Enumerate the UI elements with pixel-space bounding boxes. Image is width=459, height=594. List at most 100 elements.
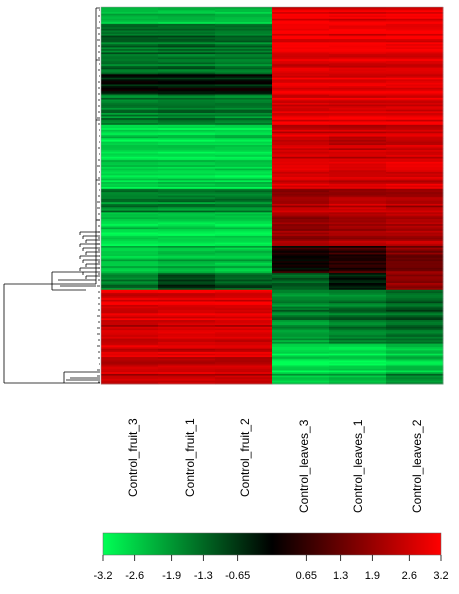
heatmap-cell [101, 175, 159, 178]
heatmap-cell [158, 232, 216, 235]
heatmap-cell [101, 325, 159, 328]
heatmap-cell [215, 141, 273, 144]
heatmap-cell [329, 121, 387, 124]
heatmap-cell [329, 320, 387, 323]
heatmap-cell [386, 22, 444, 25]
heatmap-cell [215, 266, 273, 269]
heatmap-cell [101, 178, 159, 181]
heatmap-cell [101, 200, 159, 203]
heatmap-cell [101, 202, 159, 205]
heatmap-cell [329, 143, 387, 146]
column-label-control-leaves-2: Control_leaves_2 [410, 419, 424, 513]
heatmap-cell [329, 247, 387, 250]
heatmap-cell [329, 55, 387, 58]
heatmap-cell [272, 188, 330, 191]
heatmap-cell [215, 15, 273, 18]
heatmap-cell [386, 76, 444, 79]
heatmap-cell [101, 64, 159, 67]
heatmap-cell [272, 348, 330, 351]
heatmap-cell [101, 126, 159, 129]
heatmap-cell [101, 134, 159, 137]
heatmap-cell [215, 303, 273, 306]
heatmap-cell [158, 193, 216, 196]
heatmap-cell [158, 165, 216, 168]
heatmap-cell [329, 338, 387, 341]
heatmap-cell [158, 124, 216, 127]
heatmap-cell [329, 76, 387, 79]
heatmap-cell [329, 350, 387, 353]
heatmap-cell [329, 7, 387, 10]
heatmap-cell [158, 348, 216, 351]
heatmap-cell [272, 84, 330, 87]
heatmap-cell [386, 15, 444, 18]
heatmap-cell [386, 97, 444, 100]
heatmap-cell [272, 72, 330, 75]
heatmap-cell [215, 107, 273, 111]
heatmap-cell [386, 178, 444, 181]
heatmap-cell [386, 267, 444, 270]
heatmap-cell [158, 114, 216, 117]
heatmap-cell [215, 55, 273, 58]
heatmap-cell [215, 291, 273, 294]
heatmap-cell [101, 136, 159, 139]
heatmap-cell [215, 239, 273, 242]
heatmap-cell [329, 266, 387, 269]
heatmap-cell [386, 40, 444, 43]
heatmap-cell [101, 124, 159, 127]
heatmap-cell [329, 251, 387, 254]
heatmap-cell [386, 17, 444, 20]
heatmap-cell [329, 237, 387, 240]
heatmap-cell [215, 183, 273, 186]
heatmap-cell [329, 89, 387, 92]
heatmap-cell [101, 102, 159, 106]
heatmap-cell [101, 318, 159, 321]
heatmap-cell [272, 102, 330, 106]
heatmap-cell [215, 256, 273, 259]
heatmap-cell [215, 279, 273, 282]
heatmap-cell [158, 328, 216, 331]
heatmap-cell [215, 245, 273, 249]
heatmap-cell [101, 249, 159, 252]
heatmap-cell [272, 148, 330, 151]
heatmap-cell [215, 38, 273, 42]
heatmap-cell [272, 128, 330, 131]
heatmap-cell [386, 214, 444, 217]
heatmap-cell [215, 205, 273, 208]
row-dendrogram [3, 7, 100, 384]
heatmap-cell [101, 309, 159, 313]
heatmap-cell [329, 205, 387, 208]
heatmap-cell [215, 244, 273, 247]
heatmap-cell [158, 350, 216, 353]
heatmap-cell [272, 96, 330, 99]
heatmap-cell [215, 86, 273, 89]
heatmap-cell [101, 232, 159, 235]
heatmap-cell [329, 91, 387, 94]
heatmap-cell [329, 113, 387, 116]
heatmap-cell [101, 77, 159, 80]
heatmap-cell [215, 284, 273, 287]
heatmap-cell [101, 28, 159, 31]
heatmap-cell [215, 269, 273, 272]
heatmap-cell [272, 197, 330, 200]
heatmap-cell [272, 261, 330, 264]
heatmap-cell [272, 74, 330, 77]
heatmap-cell [386, 276, 444, 279]
heatmap-cell [272, 284, 330, 287]
heatmap-cell [101, 37, 159, 40]
heatmap-cell [215, 323, 273, 326]
heatmap-cell [329, 294, 387, 297]
heatmap-cell [215, 192, 273, 195]
heatmap-cell [215, 50, 273, 53]
heatmap-cell [386, 227, 444, 230]
heatmap-cell [101, 363, 159, 366]
heatmap-cell [386, 37, 444, 40]
heatmap-cell [158, 220, 216, 223]
heatmap-cell [386, 380, 444, 383]
heatmap-cell [329, 107, 387, 111]
heatmap-cell [386, 215, 444, 218]
heatmap-cell [158, 123, 216, 126]
heatmap-cell [329, 35, 387, 38]
heatmap-cell [215, 271, 273, 274]
heatmap-cell [101, 89, 159, 92]
heatmap-cell [329, 178, 387, 181]
